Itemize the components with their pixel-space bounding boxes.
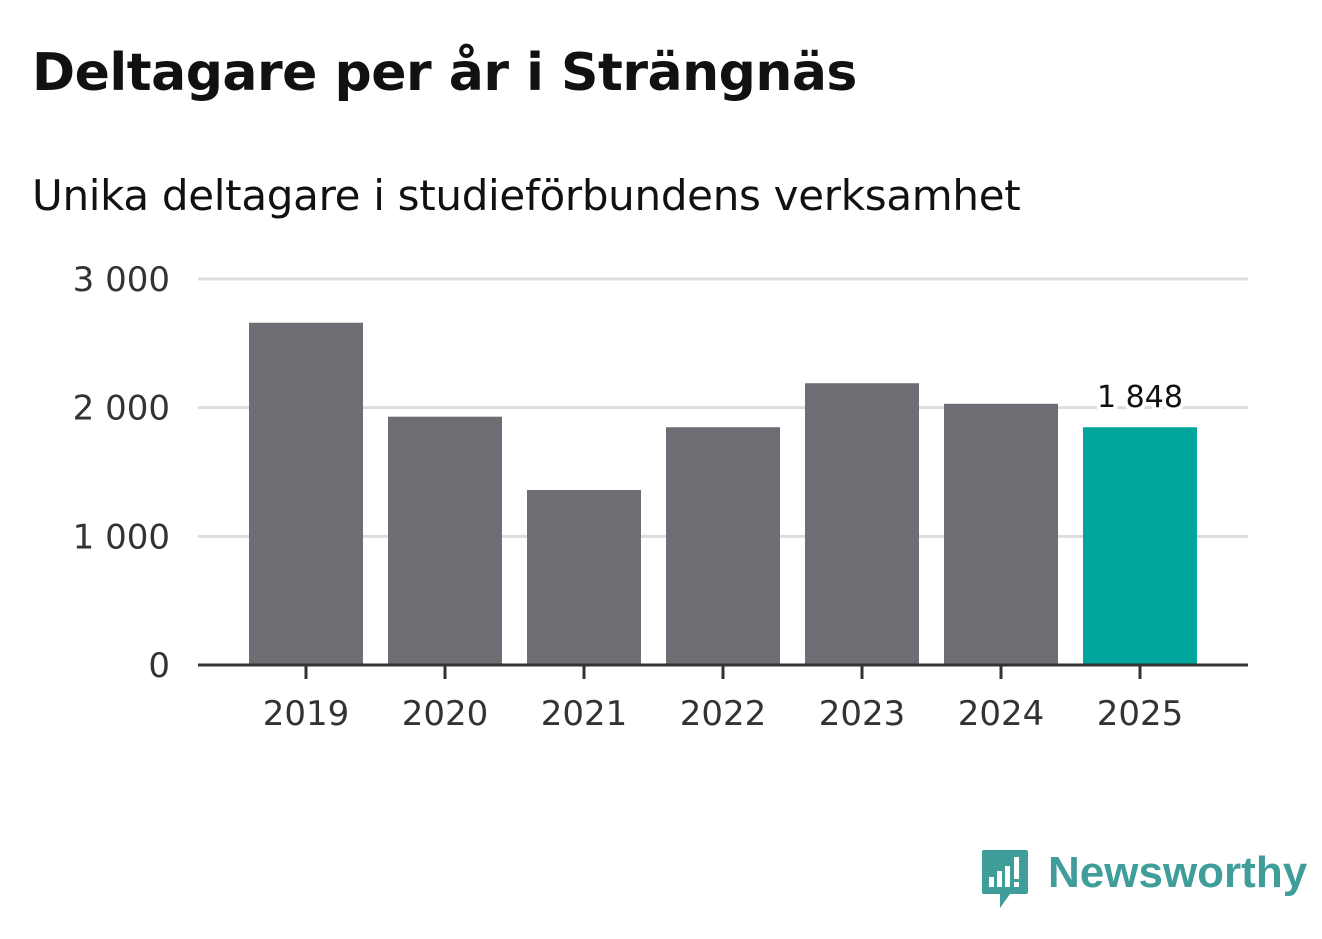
bar-2019 [249, 322, 363, 665]
x-tick-label: 2020 [402, 694, 489, 734]
x-tick-label: 2024 [958, 694, 1045, 734]
newsworthy-logo-icon [982, 850, 1028, 908]
bar-2025 [1083, 427, 1197, 665]
x-tick-label: 2025 [1097, 694, 1184, 734]
bar-2024 [944, 403, 1058, 665]
x-axis-tick-labels: 2019 2020 2021 2022 2023 2024 2025 [263, 694, 1184, 734]
x-tick-label: 2019 [263, 694, 350, 734]
x-tick-label: 2021 [541, 694, 628, 734]
chart-title: Deltagare per år i Strängnäs [32, 43, 857, 103]
y-tick-label: 0 [148, 646, 170, 686]
data-label-halo: 1 848 [1097, 380, 1183, 415]
x-tick-label: 2023 [819, 694, 906, 734]
bar-2023 [805, 383, 919, 665]
chart-subtitle: Unika deltagare i studieförbundens verks… [32, 171, 1021, 220]
newsworthy-logo: Newsworthy [980, 848, 1307, 912]
bar-2022 [666, 427, 780, 665]
y-tick-label: 2 000 [73, 389, 170, 429]
x-axis [198, 663, 1248, 679]
newsworthy-brand-name: Newsworthy [1048, 848, 1308, 897]
x-tick-label: 2022 [680, 694, 767, 734]
y-tick-label: 1 000 [73, 517, 170, 557]
y-axis-tick-labels: 0 1 000 2 000 3 000 [73, 260, 170, 686]
bar-2021 [527, 490, 641, 665]
bars [249, 322, 1197, 665]
y-tick-label: 3 000 [73, 260, 170, 300]
data-label: 1 848 [1097, 380, 1183, 415]
bar-2020 [388, 416, 502, 665]
